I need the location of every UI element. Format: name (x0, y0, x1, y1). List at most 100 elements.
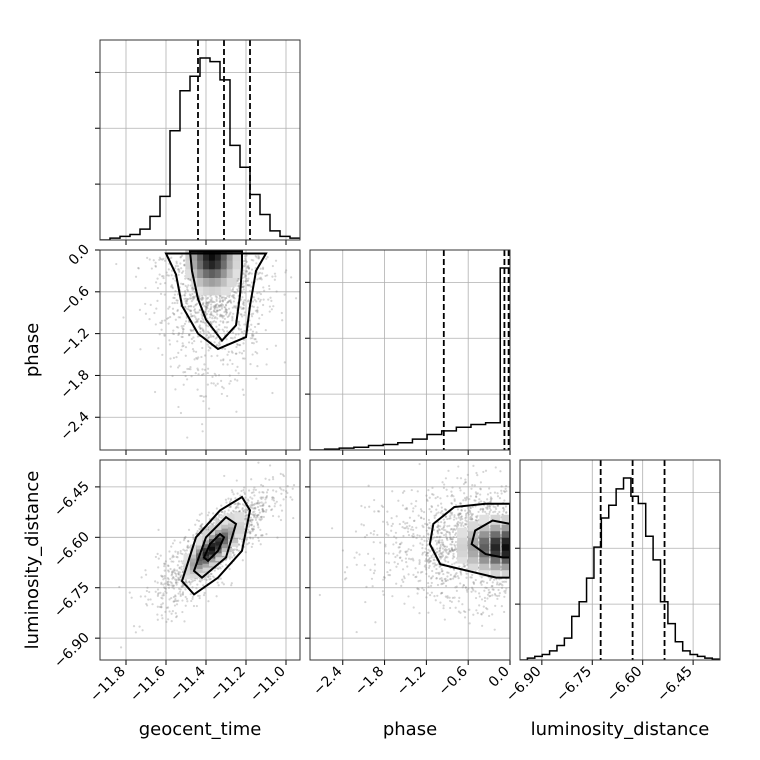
sample-point (251, 333, 254, 336)
sample-point (249, 530, 252, 533)
sample-point (216, 309, 219, 312)
sample-point (200, 523, 203, 526)
sample-point (389, 569, 392, 572)
sample-point (184, 305, 187, 309)
sample-point (247, 267, 251, 270)
sample-point (438, 535, 441, 538)
sample-point (494, 510, 497, 513)
sample-point (228, 500, 232, 504)
sample-point (179, 262, 182, 265)
sample-point (167, 268, 170, 271)
sample-point (442, 543, 445, 546)
sample-point (490, 497, 493, 500)
sample-point (266, 256, 269, 259)
sample-point (440, 591, 443, 595)
sample-point (429, 584, 433, 587)
sample-point (193, 579, 197, 582)
sample-point (440, 551, 443, 555)
sample-point (478, 592, 481, 595)
sample-point (479, 507, 482, 511)
sample-point (232, 509, 235, 512)
sample-point (155, 307, 158, 310)
sample-point (254, 488, 258, 492)
sample-point (445, 579, 448, 582)
sample-point (479, 581, 482, 585)
sample-point (427, 527, 431, 530)
sample-point (476, 514, 479, 517)
density-cell (233, 233, 243, 243)
sample-point (212, 335, 215, 338)
sample-point (165, 271, 168, 274)
sample-point (202, 400, 205, 403)
sample-point (233, 306, 236, 309)
x-axis-label-geocent-time: geocent_time (139, 719, 262, 740)
sample-point (482, 470, 485, 474)
sample-point (218, 297, 221, 300)
sample-point (178, 269, 181, 272)
sample-point (483, 589, 486, 592)
sample-point (224, 303, 228, 306)
sample-point (393, 561, 396, 564)
sample-point (213, 320, 216, 323)
sample-point (422, 525, 425, 529)
sample-point (410, 528, 413, 531)
sample-point (280, 311, 283, 315)
sample-point (183, 294, 186, 297)
sample-point (229, 336, 233, 340)
sample-point (407, 527, 410, 530)
sample-point (391, 490, 394, 493)
sample-point (285, 269, 288, 272)
sample-point (272, 305, 275, 308)
sample-point (264, 510, 268, 513)
sample-point (195, 320, 198, 323)
sample-point (503, 508, 506, 511)
sample-point (468, 622, 471, 625)
density-cell (203, 216, 213, 226)
sample-point (445, 548, 448, 551)
sample-point (206, 307, 209, 310)
sample-point (234, 291, 237, 294)
sample-point (453, 548, 456, 551)
density-cell (490, 534, 501, 545)
sample-point (444, 547, 447, 551)
sample-point (464, 517, 467, 520)
sample-point (163, 319, 166, 322)
sample-point (205, 578, 208, 582)
sample-point (450, 513, 453, 516)
sample-point (444, 580, 447, 583)
sample-point (451, 596, 454, 599)
sample-point (440, 502, 443, 505)
sample-point (355, 551, 358, 554)
sample-point (436, 526, 440, 529)
sample-point (427, 611, 430, 614)
sample-point (250, 281, 254, 284)
sample-point (237, 543, 240, 546)
sample-point (472, 582, 476, 585)
sample-point (218, 300, 221, 303)
sample-point (188, 333, 191, 336)
sample-point (414, 567, 417, 570)
sample-point (186, 302, 189, 305)
sample-point (474, 596, 478, 600)
density-cell (227, 224, 237, 234)
sample-point (402, 575, 406, 578)
sample-point (191, 342, 194, 345)
sample-point (202, 584, 205, 587)
sample-point (462, 499, 465, 502)
sample-point (238, 343, 241, 347)
sample-point (242, 349, 245, 353)
sample-point (178, 364, 181, 367)
sample-point (459, 611, 462, 614)
sample-point (494, 604, 497, 607)
sample-point (248, 519, 252, 522)
sample-point (178, 332, 181, 335)
sample-point (244, 551, 247, 554)
sample-point (420, 509, 423, 513)
sample-point (468, 516, 472, 519)
sample-point (241, 538, 244, 541)
sample-point (189, 583, 192, 586)
sample-point (212, 382, 215, 385)
sample-point (448, 524, 451, 527)
sample-point (218, 295, 222, 298)
sample-point (159, 282, 162, 285)
